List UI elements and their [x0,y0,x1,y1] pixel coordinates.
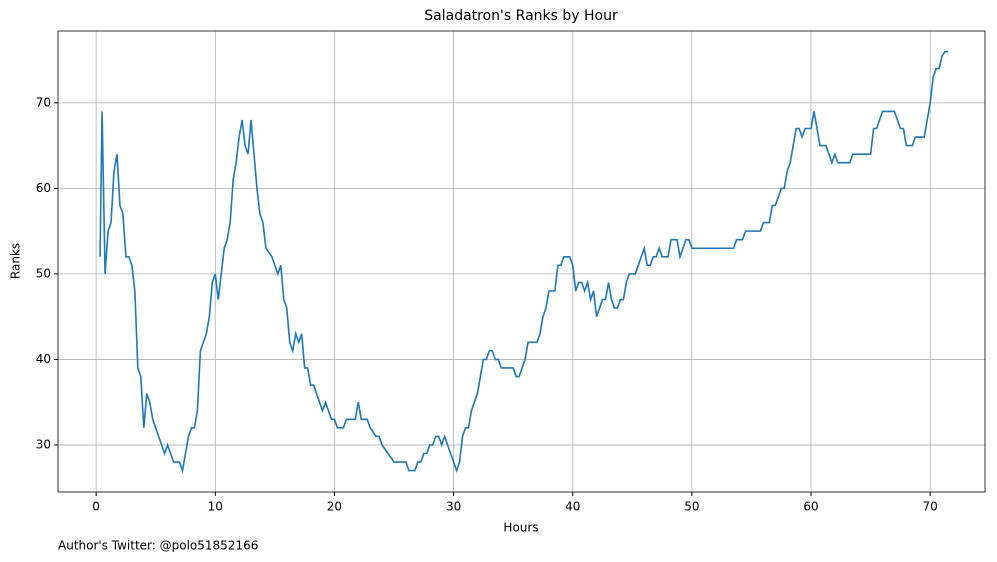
x-tick-label: 60 [803,500,818,514]
x-tick-label: 70 [923,500,938,514]
x-axis-label: Hours [503,521,538,535]
plot-frame [57,30,986,493]
footnote: Author's Twitter: @polo51852166 [58,539,258,553]
x-tick-label: 30 [446,500,461,514]
y-tick-label: 70 [36,95,51,109]
x-tick-label: 40 [565,500,580,514]
x-tick-label: 50 [684,500,699,514]
y-axis-label: Ranks [9,243,23,279]
y-tick-label: 30 [36,437,51,451]
x-tick-label: 20 [327,500,342,514]
x-tick-label: 10 [208,500,223,514]
y-tick-label: 60 [36,181,51,195]
y-tick-label: 40 [36,352,51,366]
x-tick-label: 0 [92,500,100,514]
line-series [99,50,949,474]
chart-title: Saladatron's Ranks by Hour [424,8,618,24]
y-tick-label: 50 [36,266,51,280]
